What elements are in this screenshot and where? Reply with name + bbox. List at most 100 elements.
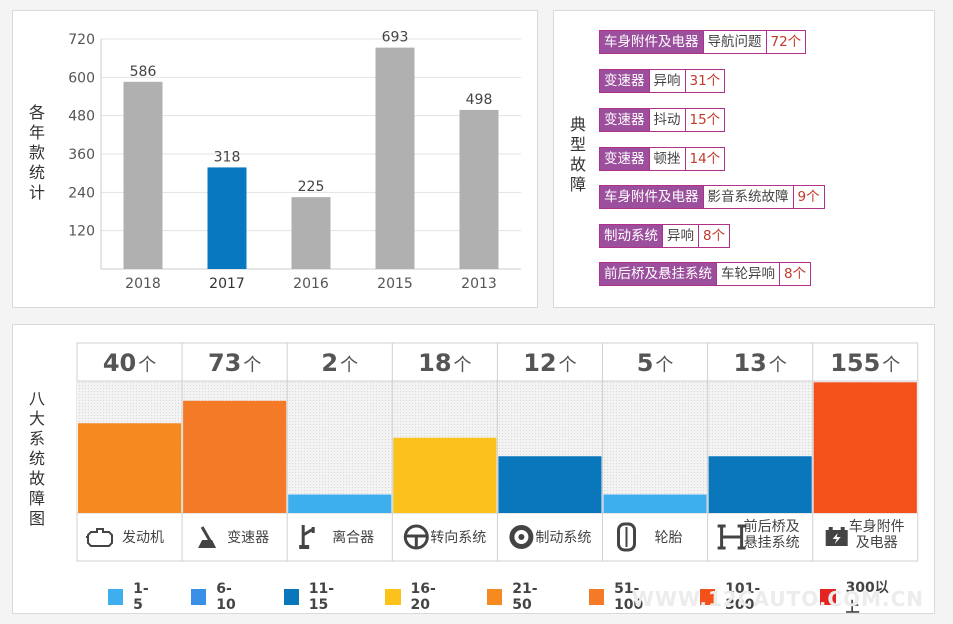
system-bar	[813, 382, 917, 513]
watermark: WWW.12CAUTO.COM.CN	[631, 587, 924, 611]
steering-wheel-icon	[403, 524, 429, 550]
yearly-bar-chart: 120 240 360 480 600 720 586 2018 318 2017 225 2016 6…	[68, 30, 521, 292]
system-count-label: 40 个	[103, 349, 156, 377]
system-bar	[183, 400, 287, 513]
system-count-label: 12 个	[523, 349, 576, 377]
system-name-label: 变速器	[227, 530, 269, 546]
legend-label: 300以上	[845, 580, 889, 616]
legend-swatch	[385, 589, 401, 605]
system-name-label: 转向系统	[430, 530, 486, 546]
suspension-icon	[717, 524, 746, 550]
legend-item: 11-15	[283, 577, 352, 617]
fault-issue: 异响	[662, 225, 698, 247]
gear-shift-icon	[198, 526, 217, 548]
legend-swatch	[191, 589, 207, 605]
brake-disc-icon	[509, 525, 534, 549]
legend-swatch	[283, 589, 299, 605]
legend-swatch	[820, 589, 836, 605]
x-tick-label: 2018	[125, 276, 161, 292]
system-count-label: 13 个	[733, 349, 786, 377]
y-tick-label: 360	[68, 147, 95, 163]
bar	[207, 167, 247, 269]
typical-faults-panel: 典型故障 车身附件及电器 导航问题 72个 变速器 异响 31个 变速器 抖动 15个 变速器 顿挫…	[553, 10, 935, 308]
fault-category: 变速器	[600, 148, 649, 170]
system-name-label: 及电器	[856, 535, 898, 551]
bar-value-label: 498	[466, 92, 493, 108]
fault-item: 变速器 抖动 15个	[599, 108, 726, 132]
x-tick-label: 2015	[377, 276, 413, 292]
system-name-label: 离合器	[332, 529, 374, 546]
legend-label: 11-15	[308, 581, 335, 613]
system-count-label: 73 个	[208, 349, 261, 377]
legend-label: 1-5	[133, 581, 149, 613]
legend-swatch	[108, 589, 124, 605]
fault-issue: 异响	[648, 70, 685, 92]
legend-swatch	[588, 589, 605, 605]
fault-category: 变速器	[600, 70, 649, 92]
legend-item: 6-10	[191, 577, 249, 617]
fault-count: 14个	[684, 148, 725, 170]
yearly-chart-panel: 各年款统计 120 240 360 480 600 720 586 2018 318 2017 22…	[12, 10, 538, 308]
system-bar	[498, 456, 602, 513]
y-tick-label: 720	[68, 32, 95, 48]
system-bar	[393, 437, 497, 513]
fault-category: 车身附件及电器	[600, 31, 703, 53]
system-bar	[78, 423, 182, 513]
legend-label: 51-100	[614, 581, 644, 613]
bar-value-label: 693	[382, 30, 409, 46]
y-tick-label: 480	[68, 109, 95, 125]
fault-issue: 影音系统故障	[702, 186, 793, 208]
system-faults-panel: 八大系统故障图 40 个发动机 73 个变速器 2 个离合器 18 个转向系统 12 个制动系统 5…	[12, 324, 935, 617]
legend-swatch	[699, 589, 716, 605]
fault-count: 9个	[792, 186, 824, 208]
legend-item: 1-5	[108, 577, 157, 617]
system-name-label: 制动系统	[535, 530, 591, 546]
legend-swatch	[487, 589, 503, 605]
system-count-label: 155 个	[830, 349, 900, 377]
legend-label: 16-20	[410, 581, 436, 613]
fault-item: 车身附件及电器 影音系统故障 9个	[599, 185, 825, 209]
fault-count: 72个	[765, 31, 806, 53]
legend-item: 51-100	[588, 577, 666, 617]
fault-count: 8个	[779, 263, 811, 285]
system-count-label: 18 个	[418, 349, 471, 377]
fault-category: 车身附件及电器	[600, 186, 703, 208]
y-tick-label: 600	[68, 70, 95, 86]
clutch-pedal-icon	[299, 525, 315, 549]
legend-label: 6-10	[216, 581, 236, 613]
fault-item: 制动系统 异响 8个	[599, 224, 731, 248]
system-name-label: 前后桥及	[744, 518, 800, 535]
fault-count: 31个	[684, 70, 725, 92]
fault-item: 变速器 顿挫 14个	[599, 147, 726, 171]
system-name-label: 轮胎	[655, 530, 683, 546]
engine-icon	[86, 528, 113, 547]
bar	[123, 81, 163, 269]
legend: 1-5 6-10 11-15 16-20 21-50 51-100 101-300 300以上	[108, 577, 934, 617]
legend-label: 21-50	[512, 581, 538, 613]
fault-category: 前后桥及悬挂系统	[600, 263, 716, 285]
bar-value-label: 225	[298, 179, 325, 195]
system-bar	[288, 494, 392, 513]
bar-value-label: 318	[214, 149, 241, 165]
y-tick-label: 240	[68, 185, 95, 201]
legend-item: 101-300	[699, 577, 786, 617]
fault-issue: 车轮异响	[716, 263, 779, 285]
fault-issue: 顿挫	[648, 148, 685, 170]
fault-item: 前后桥及悬挂系统 车轮异响 8个	[599, 262, 812, 286]
fault-category: 制动系统	[600, 225, 662, 247]
fault-count: 15个	[684, 109, 725, 131]
system-bar	[603, 494, 707, 513]
system-chart-ylabel: 八大系统故障图	[28, 389, 45, 528]
fault-issue: 导航问题	[702, 31, 766, 53]
legend-item: 16-20	[385, 577, 453, 617]
legend-item: 300以上	[820, 577, 900, 617]
x-tick-label: 2016	[293, 276, 329, 292]
system-bar	[708, 456, 812, 513]
system-name-label: 悬挂系统	[744, 535, 800, 551]
bar	[375, 47, 415, 269]
yearly-chart-ylabel: 各年款统计	[28, 103, 45, 202]
fault-item: 变速器 异响 31个	[599, 69, 726, 93]
bar	[291, 197, 331, 269]
